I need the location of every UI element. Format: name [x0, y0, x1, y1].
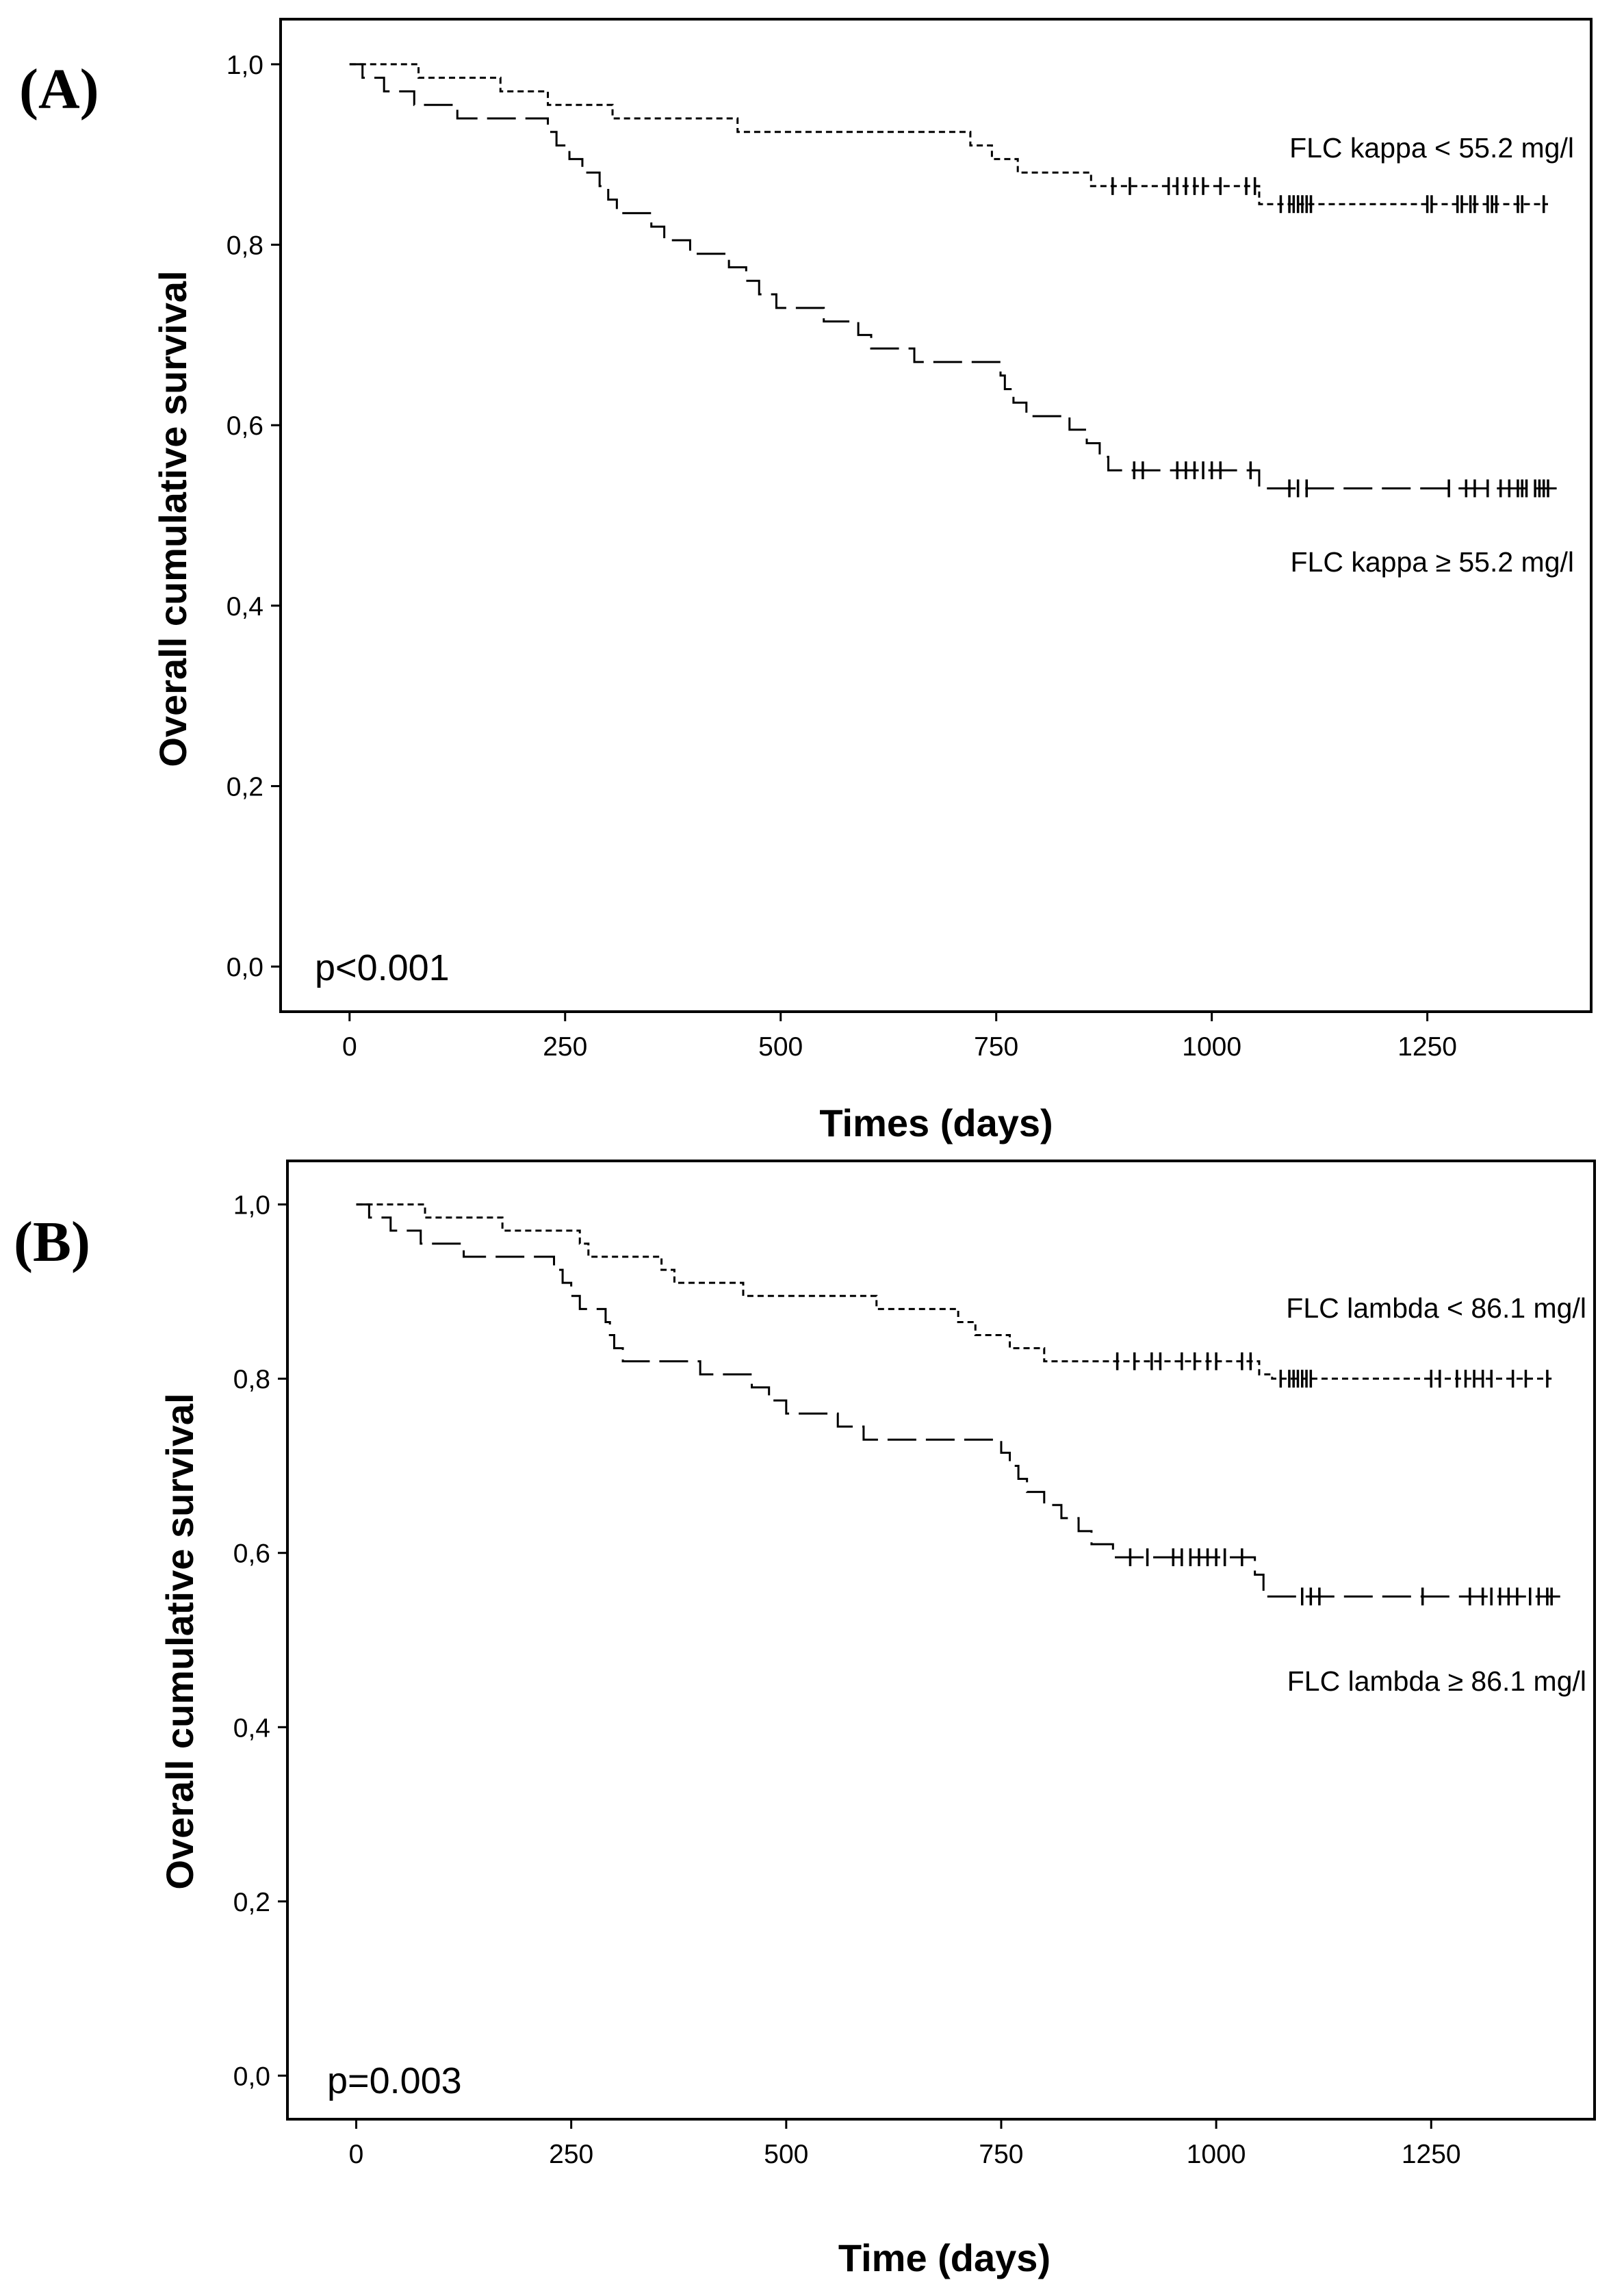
panel-a-letter: (A)	[19, 57, 99, 121]
x-tick-label: 0	[349, 2140, 364, 2169]
survival-curve-high	[349, 63, 1557, 489]
panel-a-x-axis-title: Times (days)	[819, 1101, 1053, 1144]
panel-b-y-axis-title: Overall cumulative survival	[158, 1393, 201, 1889]
panel-a-curves	[349, 63, 1557, 498]
panel-b-letter: (B)	[14, 1210, 90, 1274]
panel-b: (B) 0,0 0,2 0,4 0,6 0,8 1,0 0 250 500	[14, 1160, 1596, 2279]
panel-b-plot-frame	[286, 1160, 1596, 2121]
y-tick-label: 0,4	[227, 592, 263, 622]
panel-a-y-ticks: 0,0 0,2 0,4 0,6 0,8 1,0	[227, 51, 281, 982]
x-tick-label: 250	[549, 2140, 593, 2169]
survival-curve-high	[356, 1203, 1560, 1598]
panel-b-x-axis-title: Time (days)	[838, 2236, 1051, 2279]
x-tick-label: 1250	[1402, 2140, 1461, 2169]
x-tick-label: 750	[974, 1032, 1018, 1062]
x-tick-label: 0	[342, 1032, 357, 1062]
panel-b-y-ticks: 0,0 0,2 0,4 0,6 0,8 1,0	[233, 1191, 287, 2091]
y-tick-label: 0,0	[233, 2062, 270, 2091]
panel-a-plot-frame	[279, 18, 1593, 1013]
survival-curve-low	[356, 1203, 1552, 1380]
panel-b-curve-label-high: FLC lambda ≥ 86.1 mg/l	[1287, 1665, 1586, 1697]
panel-b-curve-label-low: FLC lambda < 86.1 mg/l	[1286, 1292, 1586, 1324]
panel-a: (A) 0,0 0,2 0,4 0,6 0,8 1,0 0 250 500	[19, 18, 1593, 1144]
survival-curve-low	[349, 63, 1549, 205]
x-tick-label: 250	[543, 1032, 587, 1062]
panel-a-p-value: p<0.001	[315, 947, 450, 988]
y-tick-label: 0,8	[233, 1365, 270, 1394]
y-tick-label: 0,0	[227, 953, 263, 982]
x-tick-label: 1250	[1397, 1032, 1457, 1062]
panel-b-curves	[356, 1203, 1560, 1606]
y-tick-label: 0,6	[233, 1539, 270, 1569]
y-tick-label: 0,6	[227, 411, 263, 441]
y-tick-label: 0,2	[233, 1888, 270, 1917]
x-tick-label: 500	[758, 1032, 803, 1062]
y-tick-label: 0,4	[233, 1713, 270, 1743]
x-tick-label: 500	[764, 2140, 808, 2169]
panel-a-x-ticks: 0 250 500 750 1000 1250	[342, 1012, 1457, 1062]
x-tick-label: 750	[979, 2140, 1023, 2169]
panel-b-p-value: p=0.003	[327, 2060, 462, 2101]
y-tick-label: 0,2	[227, 772, 263, 802]
x-tick-label: 1000	[1182, 1032, 1241, 1062]
panel-a-y-axis-title: Overall cumulative survival	[151, 270, 194, 767]
y-tick-label: 1,0	[227, 51, 263, 80]
panel-b-x-ticks: 0 250 500 750 1000 1250	[349, 2119, 1461, 2169]
x-tick-label: 1000	[1187, 2140, 1246, 2169]
panel-a-curve-label-high: FLC kappa ≥ 55.2 mg/l	[1291, 546, 1574, 578]
y-tick-label: 1,0	[233, 1191, 270, 1220]
panel-a-curve-label-low: FLC kappa < 55.2 mg/l	[1289, 132, 1574, 164]
y-tick-label: 0,8	[227, 231, 263, 261]
